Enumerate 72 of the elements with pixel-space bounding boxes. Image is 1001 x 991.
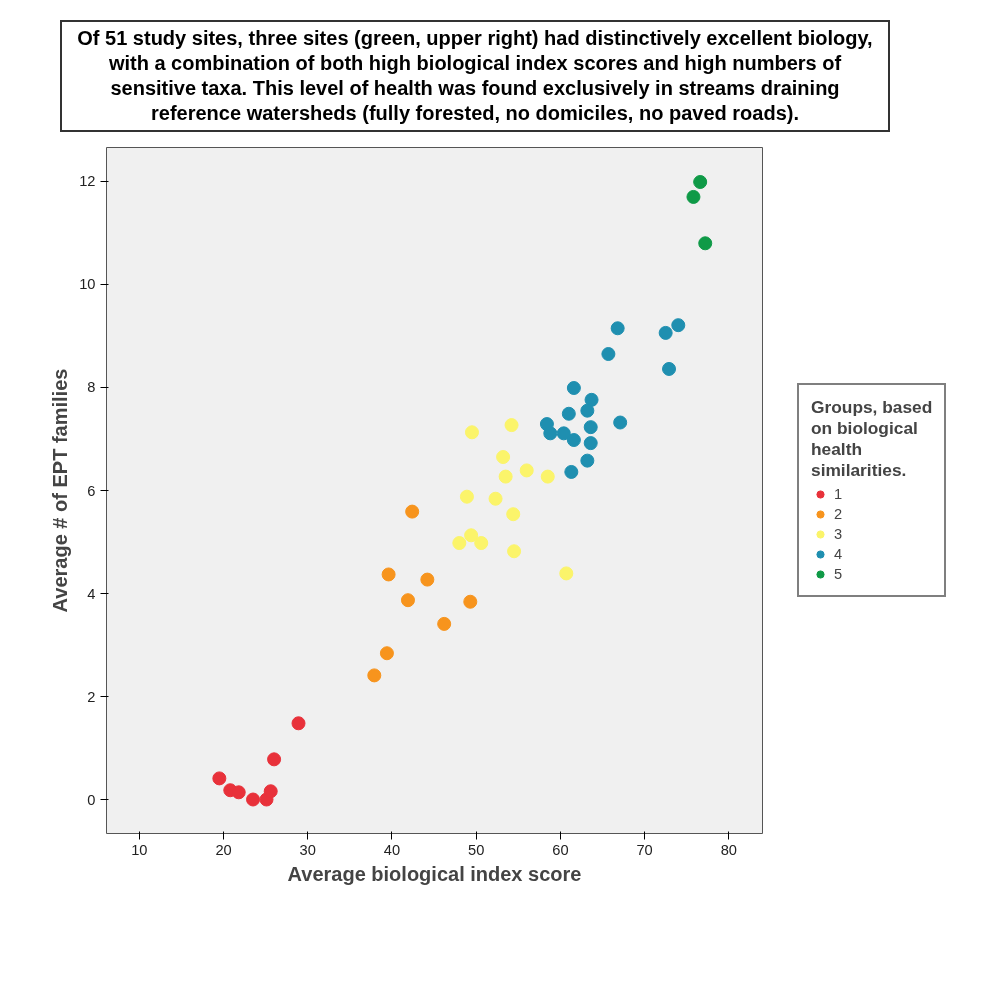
y-tick-label: 6 [87, 482, 96, 499]
point [580, 453, 595, 468]
point [464, 528, 479, 543]
point [540, 469, 555, 484]
x-tick-label: 40 [383, 841, 401, 858]
point [583, 436, 598, 451]
point [583, 420, 598, 435]
y-tick-label: 12 [79, 173, 96, 190]
point [464, 425, 479, 440]
point [566, 381, 581, 395]
point [504, 418, 519, 433]
point [474, 536, 489, 551]
legend-title: Groups, based on biological health similarities. [811, 397, 933, 481]
point [452, 536, 467, 551]
point [267, 752, 282, 767]
point [507, 544, 522, 559]
point [405, 504, 420, 519]
x-axis-title: Average biological index score [287, 862, 582, 885]
point [559, 566, 574, 581]
chart-title: Of 51 study sites, three sites (green, upper right) had distinctively excellent biology, with a combination of both high biological index scores and high numbers of sensitive taxa. This level of health was found exclusively in streams draining reference watersheds (fully forested, no domiciles, no paved roads). [60, 20, 890, 132]
x-tick-label: 70 [636, 841, 653, 858]
point [400, 593, 415, 608]
x-tick-label: 20 [215, 841, 232, 858]
x-tick-label: 30 [299, 841, 316, 858]
point [506, 507, 521, 522]
point [519, 463, 534, 478]
point [291, 716, 306, 731]
y-tick-label: 10 [79, 276, 96, 293]
point [381, 567, 396, 582]
y-tick-label: 2 [87, 688, 96, 705]
legend-label: 4 [834, 546, 844, 562]
legend-label: 2 [834, 506, 844, 522]
point [564, 464, 579, 479]
point [463, 594, 478, 609]
point [437, 616, 452, 631]
legend-label: 1 [834, 486, 844, 502]
point [459, 489, 474, 504]
x-tick-label: 60 [552, 841, 569, 858]
x-tick-label: 80 [720, 841, 737, 858]
point [613, 415, 628, 430]
point [367, 668, 382, 683]
point [561, 406, 576, 421]
point [379, 646, 394, 661]
point [698, 236, 713, 251]
point [263, 784, 278, 799]
y-tick-label: 8 [87, 379, 96, 396]
point [566, 433, 581, 448]
point [488, 491, 503, 506]
x-tick-label: 50 [468, 841, 485, 858]
point [556, 426, 571, 441]
point [231, 785, 246, 800]
point [543, 426, 558, 441]
point [686, 189, 701, 204]
point [498, 469, 513, 484]
point [496, 450, 511, 465]
point [212, 771, 227, 786]
y-axis-title: Average # of EPT families [49, 368, 72, 613]
point [671, 318, 686, 333]
y-tick-label: 0 [87, 791, 96, 808]
point [662, 361, 677, 376]
point [601, 347, 616, 362]
point [693, 175, 708, 189]
x-tick-label: 10 [131, 841, 148, 858]
point [610, 321, 625, 336]
y-tick-label: 4 [87, 585, 96, 602]
point [420, 572, 435, 587]
legend-label: 3 [834, 526, 844, 542]
point [580, 403, 595, 418]
point [658, 325, 673, 340]
point [246, 792, 261, 807]
point [584, 392, 599, 407]
legend-label: 5 [834, 566, 844, 582]
